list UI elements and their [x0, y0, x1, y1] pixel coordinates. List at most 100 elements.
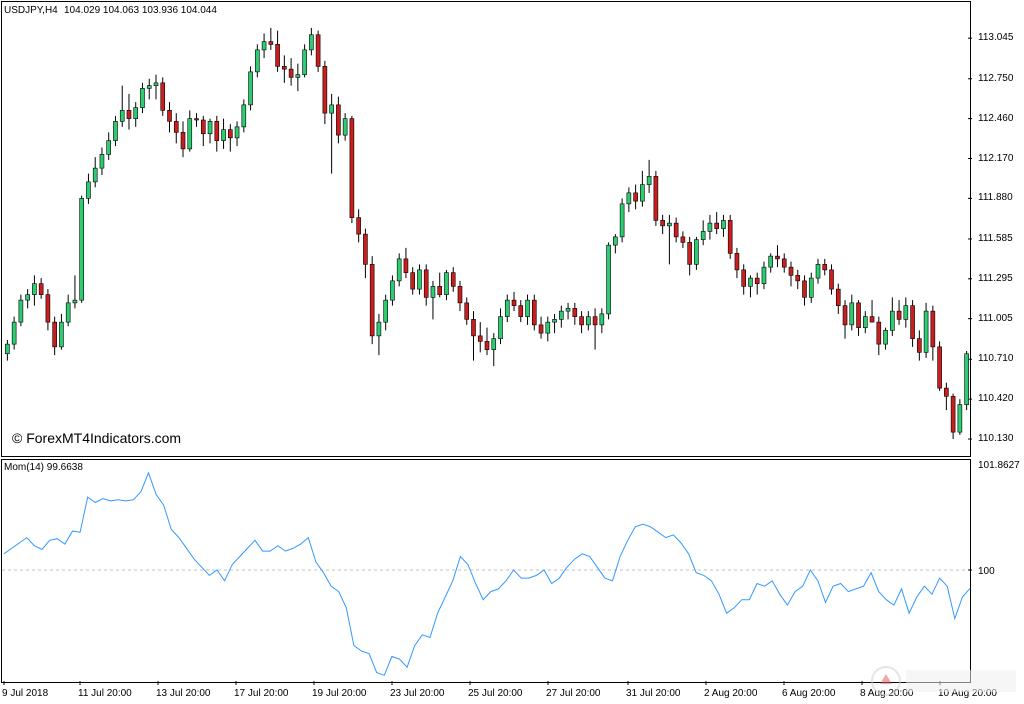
- bearish-candle: [538, 324, 544, 334]
- bullish-candle: [761, 266, 767, 284]
- bullish-candle: [383, 299, 388, 323]
- bullish-candle: [86, 181, 91, 199]
- price-axis-label: 111.585: [978, 232, 1013, 244]
- bearish-candle: [531, 299, 537, 326]
- price-axis-label: 110.710: [978, 353, 1014, 365]
- bearish-candle: [930, 310, 936, 348]
- bearish-candle: [228, 129, 233, 139]
- bullish-candle: [221, 129, 226, 141]
- bullish-candle: [586, 316, 591, 326]
- bearish-candle: [173, 121, 179, 133]
- price-axis-label: 111.295: [978, 272, 1013, 284]
- bullish-candle: [309, 34, 314, 51]
- bullish-candle: [890, 310, 895, 331]
- bullish-candle: [342, 118, 348, 136]
- bullish-candle: [92, 167, 98, 183]
- bullish-candle: [721, 220, 726, 229]
- bullish-candle: [849, 302, 855, 326]
- bearish-candle: [363, 233, 368, 265]
- bullish-candle: [146, 85, 152, 89]
- bearish-candle: [727, 220, 733, 254]
- bullish-candle: [491, 338, 497, 350]
- bullish-candle: [234, 126, 240, 139]
- indicator-axis-level: 100: [978, 566, 995, 577]
- bullish-candle: [640, 184, 645, 202]
- bearish-candle: [741, 269, 746, 287]
- bullish-candle: [113, 121, 118, 141]
- bullish-candle: [417, 269, 422, 290]
- bearish-candle: [910, 305, 915, 339]
- bullish-candle: [207, 121, 213, 135]
- bearish-candle: [477, 335, 483, 342]
- bullish-candle: [923, 310, 929, 353]
- bearish-candle: [660, 220, 665, 227]
- bullish-candle: [545, 321, 551, 334]
- bullish-candle: [552, 319, 557, 323]
- time-axis-label: 19 Jul 20:00: [312, 688, 367, 699]
- bullish-candle: [5, 343, 10, 355]
- bullish-candle: [565, 308, 571, 312]
- price-chart-panel[interactable]: [1, 1, 971, 457]
- bullish-candle: [613, 236, 618, 246]
- bullish-candle: [329, 104, 334, 114]
- bearish-candle: [471, 319, 476, 337]
- bearish-candle: [680, 236, 686, 243]
- bullish-candle: [862, 316, 868, 328]
- bearish-candle: [579, 316, 584, 326]
- bullish-candle: [903, 305, 909, 320]
- bearish-candle: [180, 132, 186, 150]
- bearish-candle: [52, 321, 57, 348]
- bearish-candle: [369, 264, 375, 337]
- bearish-candle: [403, 258, 409, 273]
- bullish-candle: [72, 299, 78, 304]
- bearish-candle: [315, 34, 321, 67]
- bullish-candle: [18, 299, 24, 323]
- bearish-candle: [45, 294, 51, 323]
- price-axis-label: 111.005: [978, 312, 1013, 324]
- time-axis-label: 23 Jul 20:00: [390, 688, 445, 699]
- bearish-candle: [288, 68, 294, 78]
- bullish-candle: [606, 244, 611, 315]
- bearish-candle: [160, 82, 166, 111]
- bearish-candle: [822, 264, 828, 271]
- price-axis-label: 111.880: [978, 192, 1013, 204]
- bullish-candle: [883, 330, 888, 345]
- bearish-candle: [511, 299, 517, 306]
- bearish-candle: [917, 338, 922, 353]
- bearish-candle: [781, 258, 787, 268]
- ohlc-readout: 104.029 104.063 103.936 104.044: [64, 5, 217, 16]
- bullish-candle: [153, 82, 159, 86]
- bearish-candle: [356, 217, 361, 235]
- time-axis-label: 6 Aug 20:00: [782, 688, 836, 699]
- bullish-candle: [667, 222, 672, 227]
- bullish-candle: [559, 310, 564, 320]
- bullish-candle: [599, 313, 605, 326]
- bearish-candle: [775, 255, 780, 260]
- bullish-candle: [79, 198, 84, 301]
- time-axis-label: 8 Aug 20:00: [860, 688, 914, 699]
- bearish-candle: [633, 192, 638, 202]
- bearish-candle: [423, 269, 429, 298]
- bearish-candle: [734, 253, 740, 271]
- bearish-candle: [687, 242, 692, 265]
- price-axis-label: 110.130: [978, 433, 1014, 444]
- bearish-candle: [835, 288, 841, 306]
- bullish-candle: [646, 176, 652, 185]
- bearish-candle: [126, 110, 132, 119]
- bearish-candle: [464, 302, 470, 320]
- bearish-candle: [410, 272, 415, 290]
- bearish-candle: [457, 286, 463, 304]
- bullish-candle: [261, 41, 267, 51]
- bullish-candle: [626, 192, 632, 205]
- bullish-candle: [808, 277, 814, 298]
- bullish-candle: [32, 283, 37, 295]
- bearish-candle: [802, 280, 807, 298]
- price-axis-label: 112.460: [978, 112, 1014, 124]
- bullish-candle: [444, 272, 449, 295]
- bullish-candle: [106, 140, 112, 155]
- price-axis-label: 110.420: [978, 393, 1014, 405]
- bullish-candle: [748, 277, 753, 287]
- bullish-candle: [619, 203, 625, 238]
- bearish-candle: [484, 341, 490, 350]
